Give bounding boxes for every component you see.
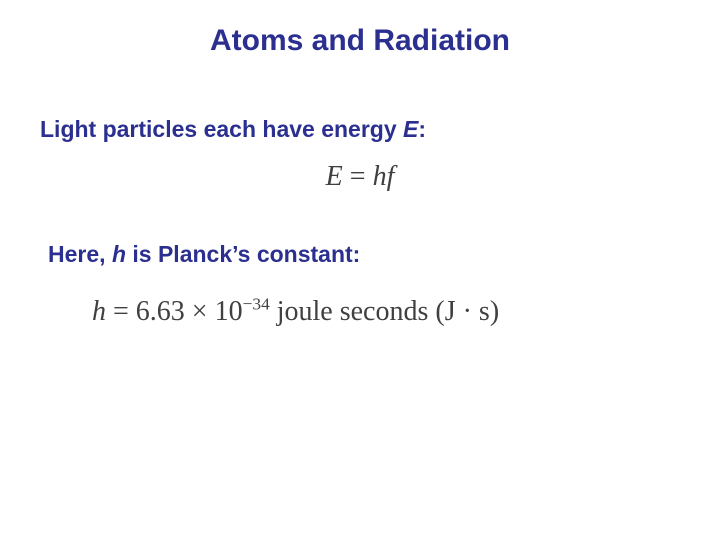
formula-energy: E = hf — [40, 161, 680, 193]
formula1-eq: = — [343, 161, 373, 192]
line2-emph: h — [112, 241, 126, 267]
line1-suffix: : — [418, 116, 426, 142]
line1-emph: E — [403, 116, 418, 142]
formula2-eq: = — [106, 296, 136, 327]
line1-prefix: Light particles each have energy — [40, 116, 403, 142]
slide-title: Atoms and Radiation — [40, 24, 680, 58]
formula2-lhs: h — [92, 296, 106, 327]
line2-suffix: is Planck’s constant: — [126, 241, 360, 267]
formula1-rhs1: h — [373, 161, 387, 192]
line-energy-statement: Light particles each have energy E: — [40, 116, 680, 143]
line2-prefix: Here, — [48, 241, 112, 267]
slide: Atoms and Radiation Light particles each… — [0, 0, 720, 540]
formula2-exp: −34 — [243, 295, 270, 314]
formula1-rhs2: f — [387, 161, 395, 192]
line-planck-statement: Here, h is Planck’s constant: — [48, 241, 680, 268]
formula2-coeff: 6.63 × 10 — [136, 296, 243, 327]
formula1-lhs: E — [326, 161, 343, 192]
formula2-units: joule seconds (J · s) — [270, 296, 499, 327]
formula-planck-constant: h = 6.63 × 10−34 joule seconds (J · s) — [92, 296, 680, 328]
